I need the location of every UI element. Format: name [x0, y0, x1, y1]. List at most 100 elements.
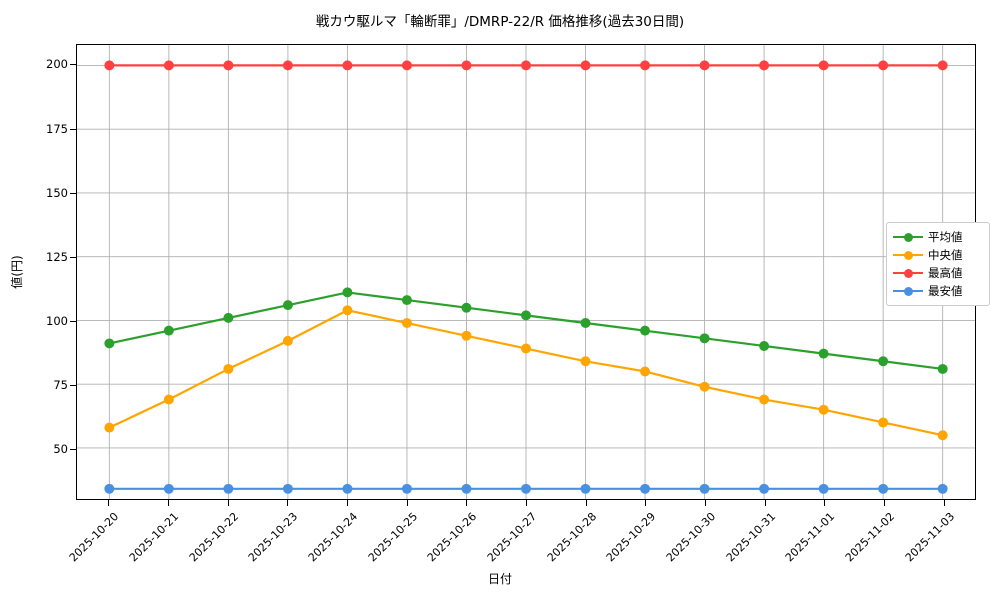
- data-point: [640, 366, 651, 377]
- x-axis-tick-mark: [824, 500, 826, 506]
- data-point: [104, 338, 115, 349]
- series-1: [104, 287, 948, 374]
- y-axis-tick-label: 200: [46, 57, 68, 72]
- data-point: [521, 60, 531, 71]
- x-axis-tick-mark: [764, 500, 766, 506]
- y-axis-tick-mark: [70, 128, 76, 130]
- data-point: [223, 312, 234, 323]
- x-axis-tick-label: 2025-10-28: [544, 510, 599, 565]
- y-axis-tick-label: 175: [46, 121, 68, 136]
- data-point: [282, 483, 293, 494]
- data-point: [223, 483, 234, 494]
- data-point: [401, 295, 412, 306]
- y-axis-tick-group: 50 75 100 125 150 175 200: [0, 44, 1000, 500]
- legend-swatch-icon: [893, 230, 923, 244]
- legend-item-2[interactable]: 中央値: [893, 246, 983, 264]
- chart-title: 戦カウ駆ルマ「輪断罪」/DMRP-22/R 価格推移(過去30日間): [315, 14, 685, 30]
- x-axis-tick-label: 2025-11-02: [842, 510, 898, 565]
- data-point: [878, 483, 889, 494]
- series-line: [108, 291, 944, 371]
- legend-marker-dot-icon: [904, 251, 913, 260]
- x-axis-tick-mark: [704, 500, 706, 506]
- legend-item-3[interactable]: 最高値: [893, 264, 983, 282]
- legend-label: 平均値: [928, 230, 963, 244]
- legend-marker-dot-icon: [904, 287, 913, 296]
- plot-area: [76, 44, 976, 500]
- x-axis-tick-label: 2025-10-25: [365, 510, 420, 565]
- legend-marker-dot-icon: [904, 269, 913, 278]
- data-point: [342, 60, 353, 71]
- x-axis-tick-mark: [585, 500, 587, 506]
- y-axis-tick-mark: [70, 192, 76, 194]
- data-point: [461, 330, 472, 341]
- x-axis-tick-mark: [466, 500, 468, 506]
- legend-label: 中央値: [928, 248, 963, 262]
- data-point: [342, 305, 353, 316]
- data-point: [282, 335, 293, 346]
- x-axis-tick-label: 2025-10-29: [604, 510, 659, 565]
- legend-item-4[interactable]: 最安値: [893, 282, 983, 300]
- data-point: [640, 60, 651, 71]
- data-point: [759, 340, 770, 351]
- y-axis-tick-label: 150: [46, 185, 68, 200]
- y-axis-tick-label: 50: [53, 441, 68, 456]
- data-point: [580, 318, 591, 328]
- x-axis-tick-label: 2025-10-23: [246, 510, 301, 565]
- y-axis-tick-mark: [70, 384, 76, 386]
- data-point: [223, 60, 234, 71]
- series-4: [104, 483, 948, 494]
- data-point: [461, 60, 472, 71]
- data-point: [163, 394, 174, 405]
- x-axis-tick-label: 2025-10-21: [126, 510, 182, 565]
- data-point: [759, 60, 770, 71]
- x-axis-tick-mark: [645, 500, 647, 506]
- x-axis-tick-label: 2025-10-31: [723, 510, 778, 565]
- legend[interactable]: 平均値中央値最高値最安値: [886, 222, 990, 306]
- legend-item-1[interactable]: 平均値: [893, 228, 983, 246]
- y-axis-tick-mark: [70, 320, 76, 322]
- data-point: [163, 483, 174, 494]
- data-point: [640, 325, 651, 336]
- data-point: [699, 381, 710, 392]
- series-3: [104, 60, 948, 71]
- x-axis-title: 日付: [487, 572, 512, 586]
- data-point: [401, 318, 412, 328]
- data-point: [580, 356, 591, 367]
- y-axis-tick-label: 125: [46, 249, 68, 264]
- data-point: [937, 363, 948, 374]
- data-point: [163, 60, 174, 71]
- data-point: [699, 333, 710, 344]
- y-axis-tick-mark: [70, 448, 76, 450]
- data-point: [818, 404, 829, 415]
- data-point: [401, 483, 412, 494]
- data-point: [878, 417, 889, 428]
- data-series-layer: [104, 60, 948, 494]
- data-point: [818, 60, 829, 71]
- legend-label: 最高値: [928, 266, 963, 280]
- x-axis-tick-mark: [883, 500, 885, 506]
- legend-swatch-icon: [893, 284, 923, 298]
- data-point: [580, 483, 591, 494]
- price-history-chart-figure: 戦カウ駆ルマ「輪断罪」/DMRP-22/R 価格推移(過去30日間) 値(円) …: [0, 14, 1000, 586]
- data-point: [282, 60, 293, 71]
- x-axis-tick-mark: [227, 500, 229, 506]
- data-point: [104, 422, 115, 433]
- x-axis-tick-mark: [526, 500, 527, 506]
- y-axis-tick-label: 100: [46, 313, 68, 328]
- legend-marker-dot-icon: [904, 233, 913, 242]
- x-axis-tick-label: 2025-10-22: [186, 510, 241, 565]
- x-axis-tick-label: 2025-11-03: [902, 510, 957, 565]
- x-axis-tick-label: 2025-11-01: [783, 510, 838, 565]
- x-axis-tick-mark: [108, 500, 110, 506]
- data-point: [342, 483, 353, 494]
- data-point: [818, 348, 829, 359]
- x-axis-tick-mark: [406, 500, 408, 506]
- data-point: [461, 483, 472, 494]
- data-point: [759, 394, 770, 405]
- x-axis-tick-label: 2025-10-26: [425, 510, 480, 565]
- x-axis-tick-mark: [168, 500, 170, 506]
- data-point: [640, 483, 651, 494]
- data-point: [104, 483, 115, 494]
- x-axis-tick-label: 2025-10-24: [305, 510, 361, 565]
- series-line: [108, 309, 944, 437]
